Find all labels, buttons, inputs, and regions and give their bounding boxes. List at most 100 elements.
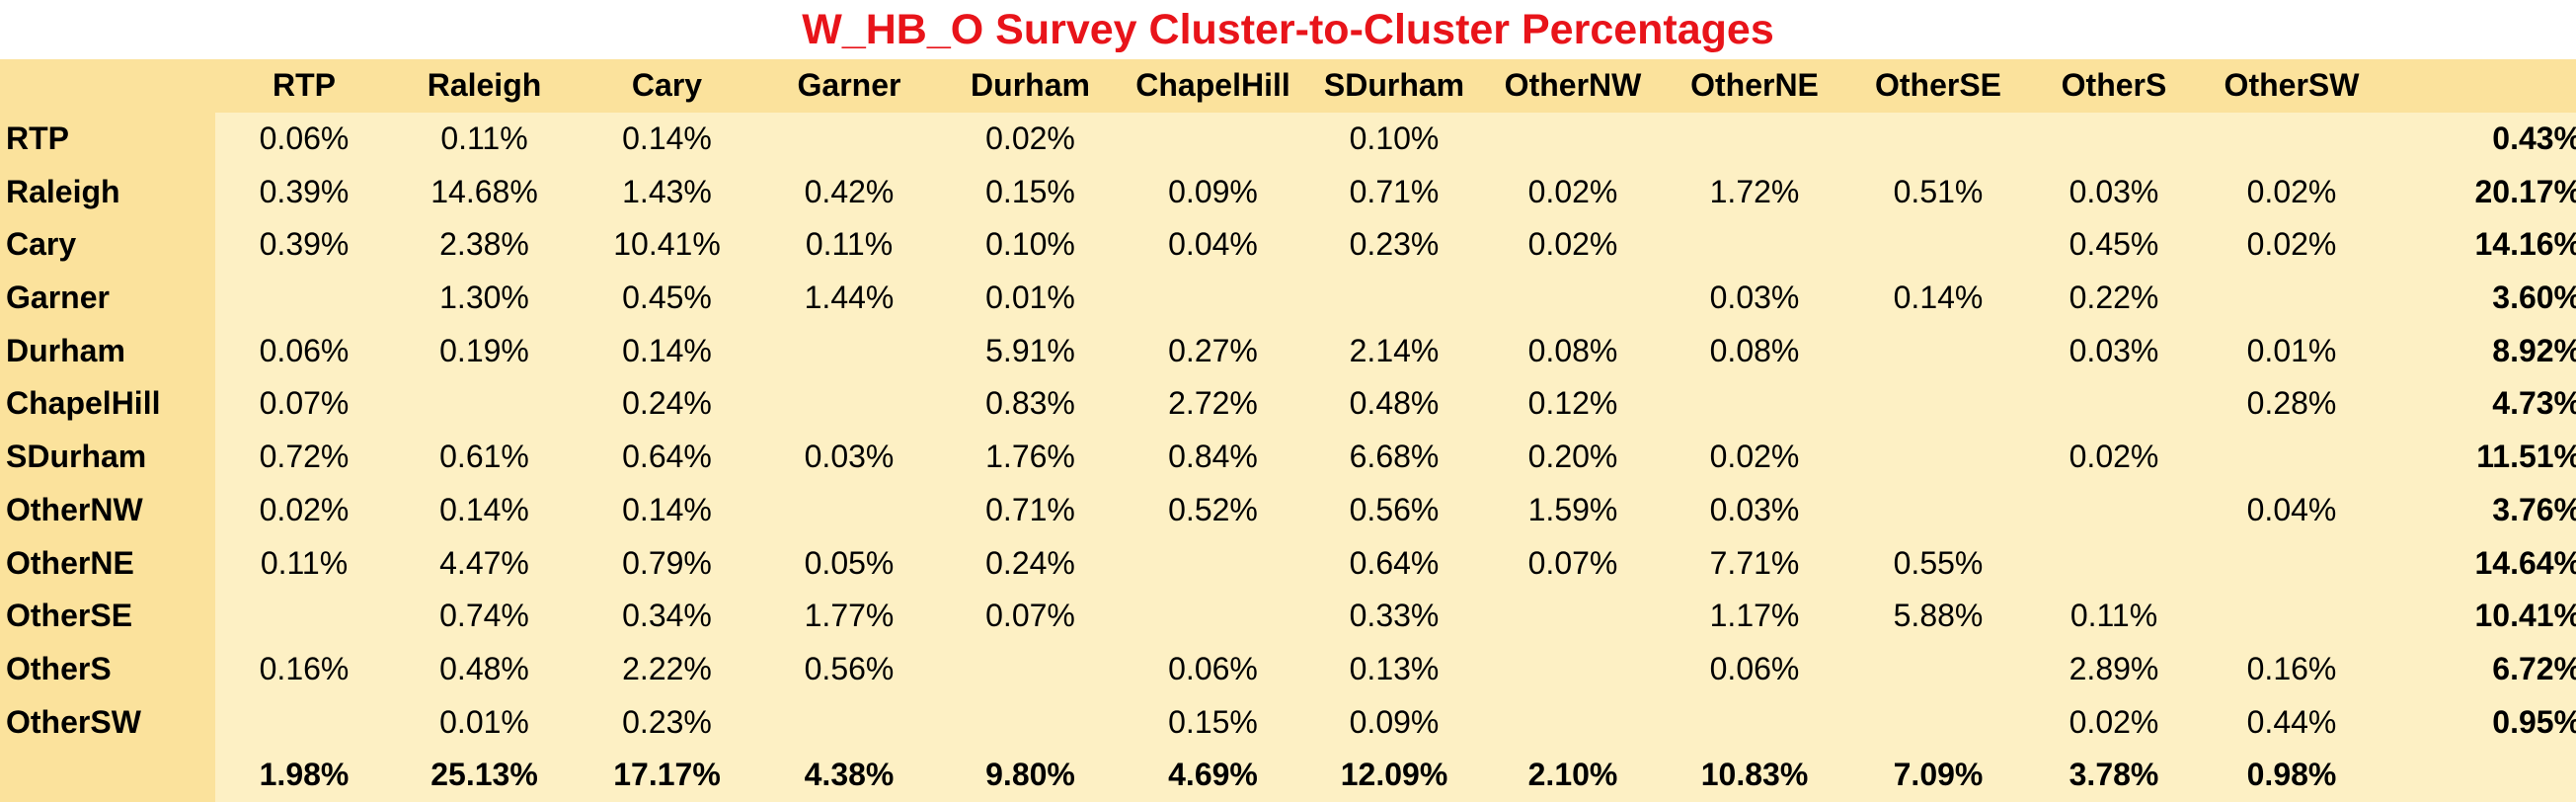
- value-cell: 0.52%: [1121, 483, 1305, 537]
- table-row: OtherSE 0.74% 0.34% 1.77% 0.07% 0.33% 1.17% 5.8…: [0, 589, 2576, 643]
- column-total-cell: 0.98%: [2198, 748, 2385, 802]
- value-cell: [758, 377, 940, 431]
- column-total-cell: 4.69%: [1121, 748, 1305, 802]
- column-total-cell: 9.80%: [940, 748, 1121, 802]
- value-cell: [940, 695, 1121, 749]
- row-total-cell: 14.16%: [2385, 218, 2576, 272]
- value-cell: 0.11%: [758, 218, 940, 272]
- value-cell: [1483, 589, 1663, 643]
- value-cell: 0.02%: [1663, 430, 1846, 484]
- value-cell: 10.41%: [576, 218, 758, 272]
- value-cell: 0.19%: [393, 324, 576, 378]
- value-cell: 0.03%: [1663, 271, 1846, 325]
- value-cell: 0.72%: [215, 430, 393, 484]
- column-header-raleigh: Raleigh: [393, 59, 576, 113]
- value-cell: 0.09%: [1121, 165, 1305, 219]
- value-cell: 0.22%: [2030, 271, 2198, 325]
- value-cell: [215, 695, 393, 749]
- row-header: Durham: [0, 324, 215, 378]
- row-header: Raleigh: [0, 165, 215, 219]
- column-header-otherse: OtherSE: [1846, 59, 2030, 113]
- value-cell: [758, 695, 940, 749]
- column-header-otherne: OtherNE: [1663, 59, 1846, 113]
- value-cell: [1846, 324, 2030, 378]
- row-total-cell: 0.43%: [2385, 112, 2576, 166]
- column-total-cell: 3.78%: [2030, 748, 2198, 802]
- value-cell: [2030, 112, 2198, 166]
- column-total-cell: 17.17%: [576, 748, 758, 802]
- value-cell: [1483, 642, 1663, 696]
- table-row: OtherSW 0.01% 0.23% 0.15% 0.09% 0.02% 0.44% 0.9…: [0, 695, 2576, 749]
- value-cell: 0.24%: [576, 377, 758, 431]
- value-cell: [1663, 218, 1846, 272]
- value-cell: 0.05%: [758, 536, 940, 590]
- row-header: OtherS: [0, 642, 215, 696]
- column-total-cell: 4.38%: [758, 748, 940, 802]
- value-cell: 0.14%: [576, 112, 758, 166]
- value-cell: [2030, 377, 2198, 431]
- value-cell: 0.14%: [393, 483, 576, 537]
- value-cell: 0.61%: [393, 430, 576, 484]
- value-cell: 6.68%: [1305, 430, 1483, 484]
- value-cell: 2.22%: [576, 642, 758, 696]
- value-cell: 0.06%: [1121, 642, 1305, 696]
- value-cell: 0.06%: [215, 112, 393, 166]
- value-cell: 0.11%: [215, 536, 393, 590]
- header-row: RTP Raleigh Cary Garner Durham ChapelHil…: [0, 59, 2576, 113]
- value-cell: [2198, 430, 2385, 484]
- value-cell: [1121, 112, 1305, 166]
- value-cell: 0.27%: [1121, 324, 1305, 378]
- row-header: OtherNE: [0, 536, 215, 590]
- value-cell: 0.71%: [940, 483, 1121, 537]
- value-cell: 0.02%: [940, 112, 1121, 166]
- column-header-othersw: OtherSW: [2198, 59, 2385, 113]
- column-total-cell: 1.98%: [215, 748, 393, 802]
- value-cell: 0.06%: [215, 324, 393, 378]
- value-cell: 0.45%: [2030, 218, 2198, 272]
- row-total-cell: 10.41%: [2385, 589, 2576, 643]
- column-total-cell: 10.83%: [1663, 748, 1846, 802]
- column-total-cell: 7.09%: [1846, 748, 2030, 802]
- value-cell: 0.33%: [1305, 589, 1483, 643]
- value-cell: 0.02%: [2198, 218, 2385, 272]
- value-cell: 1.72%: [1663, 165, 1846, 219]
- value-cell: [1846, 377, 2030, 431]
- value-cell: 5.91%: [940, 324, 1121, 378]
- value-cell: 0.03%: [2030, 324, 2198, 378]
- value-cell: [1663, 377, 1846, 431]
- value-cell: [1121, 589, 1305, 643]
- column-header-chapelhill: ChapelHill: [1121, 59, 1305, 113]
- value-cell: [1121, 271, 1305, 325]
- value-cell: [1846, 218, 2030, 272]
- row-total-cell: 14.64%: [2385, 536, 2576, 590]
- column-total-cell: 12.09%: [1305, 748, 1483, 802]
- value-cell: 1.44%: [758, 271, 940, 325]
- value-cell: 0.13%: [1305, 642, 1483, 696]
- value-cell: 2.14%: [1305, 324, 1483, 378]
- value-cell: 0.12%: [1483, 377, 1663, 431]
- value-cell: 0.79%: [576, 536, 758, 590]
- value-cell: 0.01%: [393, 695, 576, 749]
- row-total-cell: 0.95%: [2385, 695, 2576, 749]
- value-cell: 0.23%: [576, 695, 758, 749]
- value-cell: 0.55%: [1846, 536, 2030, 590]
- value-cell: 0.28%: [2198, 377, 2385, 431]
- column-header-durham: Durham: [940, 59, 1121, 113]
- column-total-cell: 2.10%: [1483, 748, 1663, 802]
- value-cell: [758, 324, 940, 378]
- value-cell: [1846, 695, 2030, 749]
- value-cell: 14.68%: [393, 165, 576, 219]
- table-body: RTP 0.06% 0.11% 0.14% 0.02% 0.10% 0.43% Raleigh…: [0, 112, 2576, 749]
- value-cell: [1846, 642, 2030, 696]
- value-cell: [940, 642, 1121, 696]
- value-cell: [393, 377, 576, 431]
- row-header: Cary: [0, 218, 215, 272]
- value-cell: 0.02%: [2030, 695, 2198, 749]
- value-cell: 0.39%: [215, 165, 393, 219]
- column-header-othernw: OtherNW: [1483, 59, 1663, 113]
- table-row: Durham 0.06% 0.19% 0.14% 5.91% 0.27% 2.14% 0.08…: [0, 324, 2576, 378]
- column-header-cary: Cary: [576, 59, 758, 113]
- value-cell: 0.34%: [576, 589, 758, 643]
- value-cell: [1121, 536, 1305, 590]
- value-cell: 2.38%: [393, 218, 576, 272]
